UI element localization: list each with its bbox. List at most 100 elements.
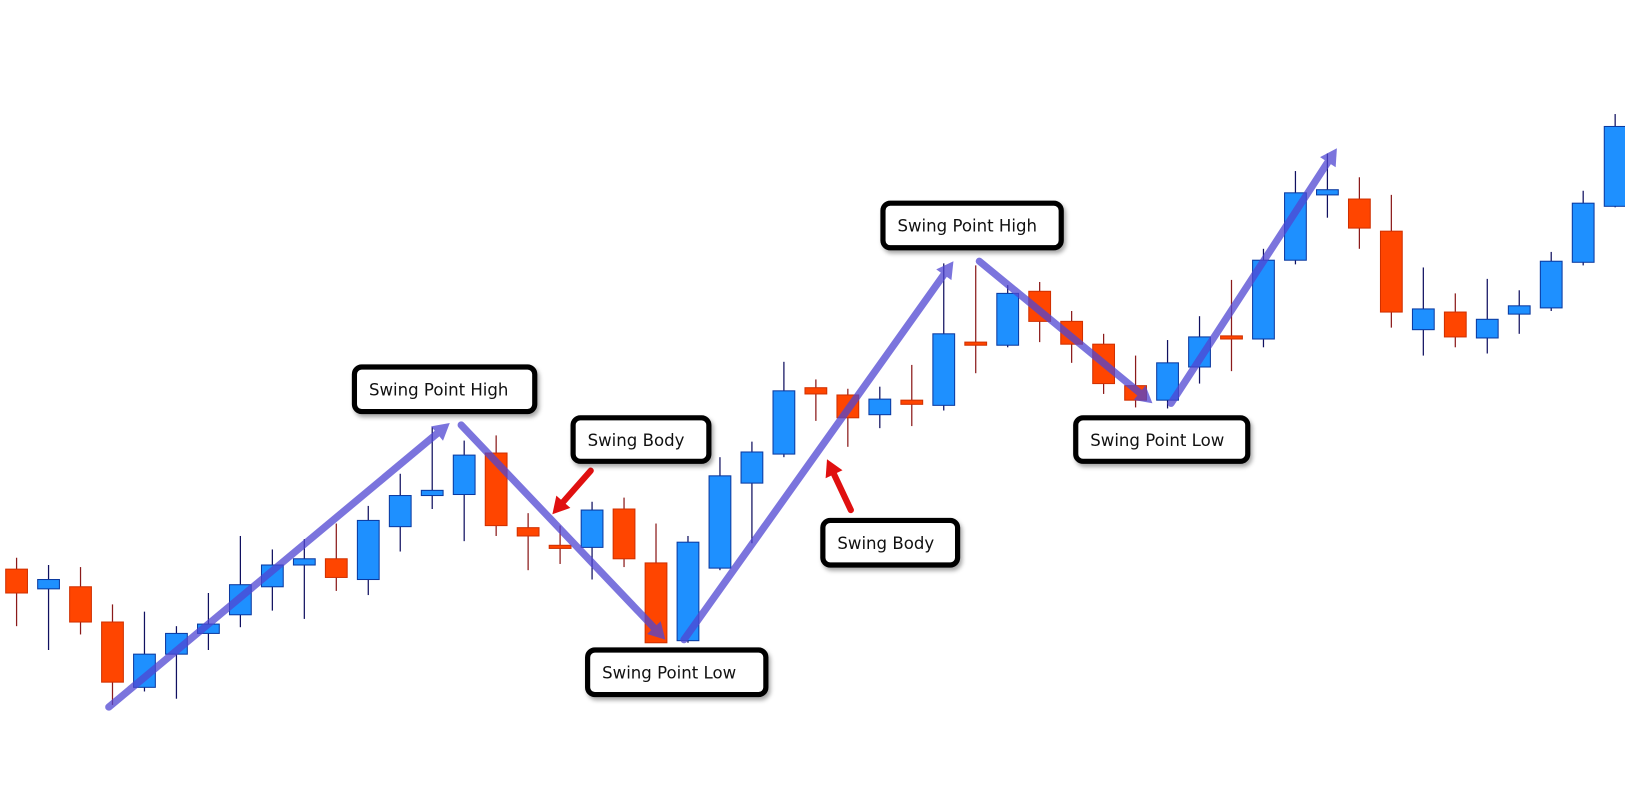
annotation-swing-point-high: Swing Point High bbox=[880, 200, 1064, 251]
bullish-candle-body bbox=[292, 558, 316, 566]
candle bbox=[1379, 194, 1403, 328]
trend-arrow-up-head bbox=[1320, 148, 1337, 168]
trend-arrow-down bbox=[975, 257, 1153, 404]
pointer-arrow-shaft bbox=[560, 467, 594, 505]
bullish-candle-body bbox=[868, 398, 892, 416]
annotation-box bbox=[1073, 415, 1251, 464]
bullish-candle-body bbox=[676, 541, 700, 642]
trend-arrow-up-head bbox=[431, 422, 450, 441]
annotation-text: Swing Point Low bbox=[1090, 431, 1224, 450]
candle bbox=[932, 263, 956, 411]
trend-arrow-down-head bbox=[1133, 385, 1153, 404]
candle bbox=[804, 379, 828, 421]
bearish-candle-body bbox=[804, 387, 828, 395]
candle bbox=[1443, 293, 1467, 348]
bullish-candle-body bbox=[356, 519, 380, 581]
bullish-candle-body bbox=[708, 475, 732, 569]
candle bbox=[1603, 114, 1625, 208]
trend-arrow-up-shaft bbox=[105, 429, 441, 711]
bullish-candle-body bbox=[452, 454, 476, 496]
annotation-swing-point-high: Swing Point High bbox=[351, 364, 538, 415]
annotation-box bbox=[820, 517, 961, 568]
annotation-text: Swing Body bbox=[588, 431, 685, 450]
candle bbox=[772, 361, 796, 458]
trend-arrow-up-shaft bbox=[680, 271, 948, 644]
bullish-candle-body bbox=[1411, 308, 1435, 331]
bearish-candle-body bbox=[1443, 311, 1467, 338]
bearish-candle-body bbox=[548, 544, 572, 549]
pointer-arrow bbox=[825, 459, 854, 514]
bearish-candle-body bbox=[900, 399, 924, 405]
pointer-arrow-head bbox=[825, 459, 843, 479]
bullish-candle-body bbox=[1571, 202, 1595, 263]
trend-arrows bbox=[105, 148, 1337, 711]
candle bbox=[5, 557, 28, 627]
annotation-text: Swing Point Low bbox=[602, 664, 736, 683]
trend-arrow-up bbox=[105, 422, 450, 711]
bullish-candle-body bbox=[420, 489, 444, 497]
bullish-candle-body bbox=[772, 390, 796, 455]
bullish-candle-body bbox=[1507, 305, 1531, 315]
trend-arrow-down bbox=[457, 421, 666, 640]
annotation-text: Swing Point High bbox=[897, 217, 1037, 236]
candle bbox=[740, 441, 764, 544]
bearish-candle-body bbox=[69, 586, 92, 623]
annotations: Swing Point High Swing Body Swing Point Lo… bbox=[351, 200, 1251, 698]
annotation-box bbox=[880, 200, 1064, 251]
bullish-candle-body bbox=[1188, 336, 1211, 368]
bullish-candle-body bbox=[996, 292, 1020, 346]
candle bbox=[324, 523, 348, 591]
bullish-candle-body bbox=[1316, 189, 1339, 196]
candle bbox=[101, 604, 124, 705]
bullish-candle-body bbox=[1475, 318, 1499, 339]
annotation-swing-point-low: Swing Point Low bbox=[585, 647, 769, 698]
candle bbox=[356, 505, 380, 596]
pointer-arrow bbox=[552, 467, 594, 515]
trend-arrow-up bbox=[1167, 148, 1337, 407]
trend-arrow-down-head bbox=[647, 621, 666, 640]
bearish-candle-body bbox=[101, 621, 124, 683]
candle bbox=[452, 440, 476, 542]
candle bbox=[1475, 278, 1499, 354]
candle bbox=[900, 364, 924, 427]
annotation-swing-point-low: Swing Point Low bbox=[1073, 415, 1251, 464]
trend-arrow-down-shaft bbox=[975, 257, 1144, 397]
pointer-arrow-shaft bbox=[830, 471, 854, 514]
bullish-candle-body bbox=[580, 509, 604, 548]
candle bbox=[388, 473, 412, 552]
candle bbox=[1411, 267, 1435, 356]
candle bbox=[676, 535, 700, 643]
bearish-candle-body bbox=[1347, 198, 1371, 229]
bullish-candle-body bbox=[1539, 260, 1563, 309]
bearish-candle-body bbox=[1379, 230, 1403, 313]
bearish-candle-body bbox=[964, 341, 988, 346]
bullish-candle-body bbox=[740, 451, 764, 484]
annotation-text: Swing Point High bbox=[369, 380, 509, 399]
candle bbox=[708, 457, 732, 571]
bearish-candle-body bbox=[1220, 335, 1243, 340]
candle bbox=[1156, 340, 1179, 409]
candle bbox=[1507, 290, 1531, 334]
candle bbox=[868, 386, 892, 429]
candle bbox=[580, 501, 604, 580]
candle bbox=[228, 535, 252, 628]
annotation-swing-body: Swing Body bbox=[570, 415, 712, 464]
candle bbox=[1571, 190, 1595, 266]
candles bbox=[5, 114, 1625, 705]
trend-arrow-up-shaft bbox=[1167, 158, 1332, 407]
candle bbox=[612, 497, 636, 568]
trend-arrow-down-shaft bbox=[457, 421, 658, 632]
bullish-candle-body bbox=[1603, 125, 1625, 207]
candle bbox=[1188, 316, 1211, 384]
bullish-candle-body bbox=[37, 578, 60, 590]
candle bbox=[516, 513, 540, 571]
bullish-candle-body bbox=[1156, 362, 1179, 401]
annotation-text: Swing Body bbox=[837, 534, 934, 553]
candle bbox=[165, 626, 188, 699]
annotation-swing-body: Swing Body bbox=[820, 517, 961, 568]
candle bbox=[69, 567, 92, 635]
candle bbox=[292, 539, 316, 619]
bearish-candle-body bbox=[612, 508, 636, 560]
candle bbox=[1539, 251, 1563, 312]
